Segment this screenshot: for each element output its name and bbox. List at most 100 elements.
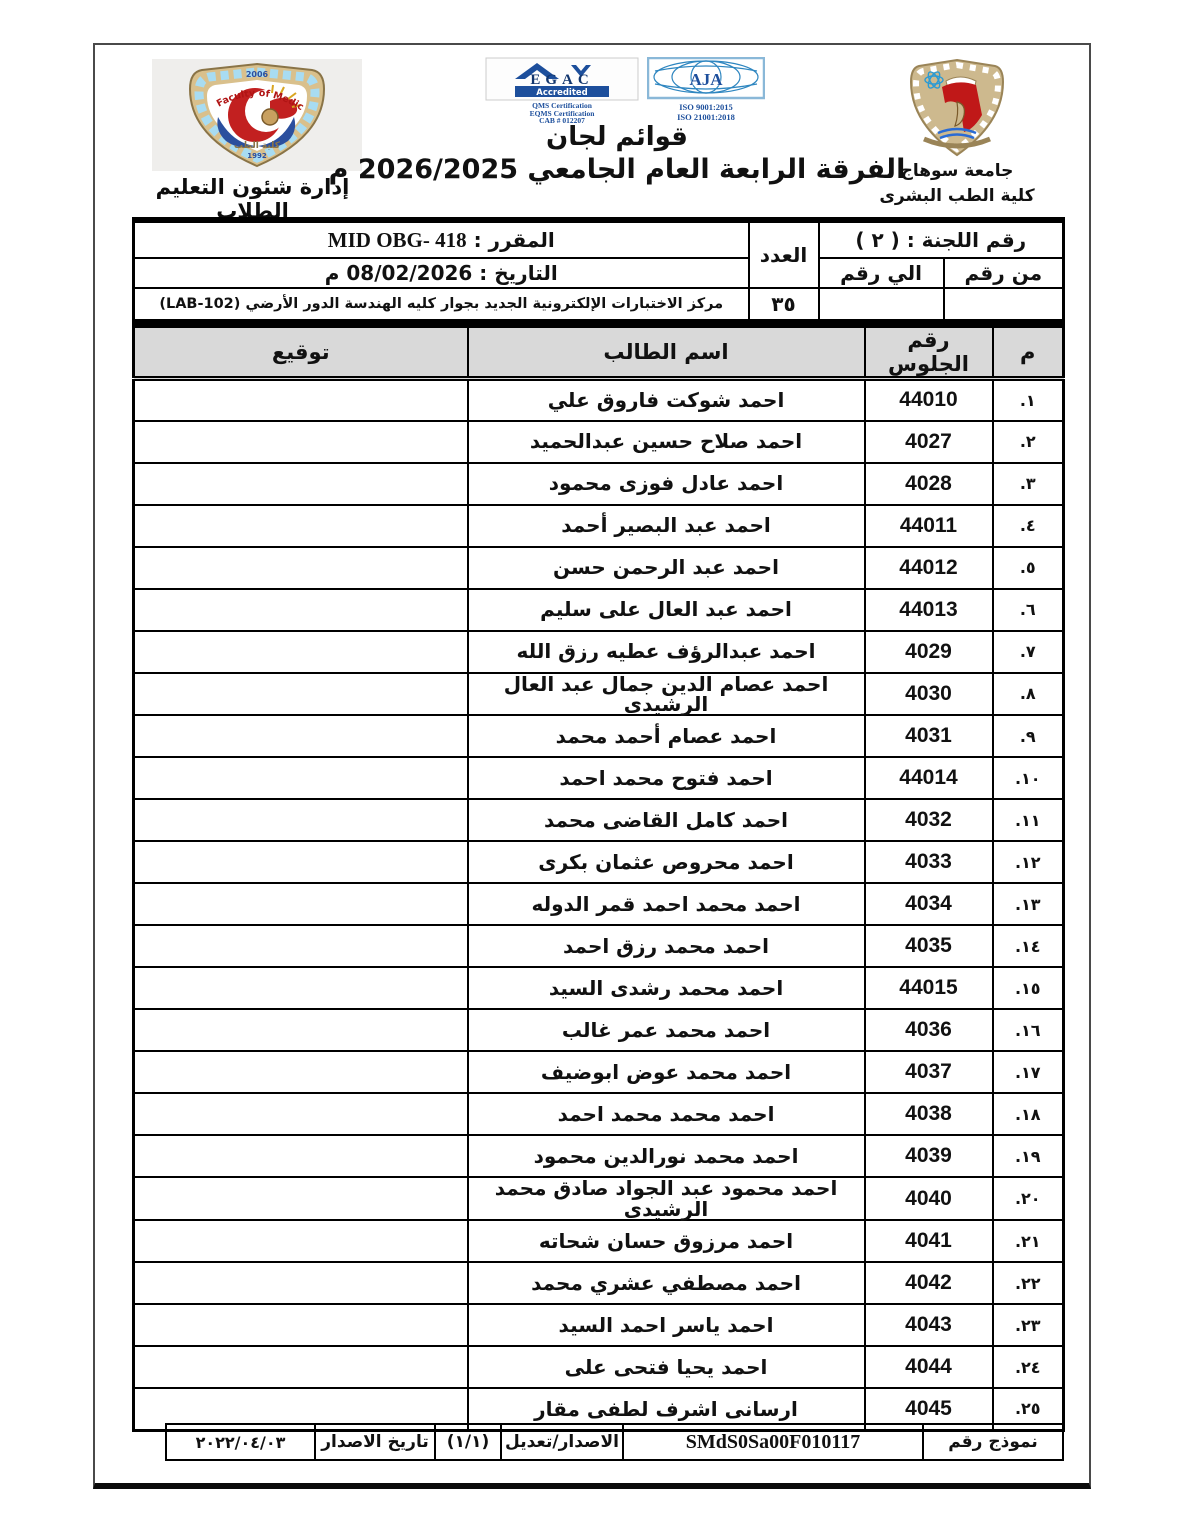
row-signature-cell[interactable] <box>132 882 469 927</box>
row-seat-number: 4032 <box>863 798 994 843</box>
col-header-student-name: اسم الطالب <box>466 324 866 381</box>
row-index: ٢١. <box>991 1219 1065 1264</box>
count-label-cell: العدد <box>747 219 820 289</box>
row-seat-number: 4035 <box>863 924 994 969</box>
row-seat-number: 4042 <box>863 1261 994 1306</box>
table-row: ٧. 4029 احمد عبدالرؤف عطيه رزق الله <box>132 629 1065 674</box>
row-student-name: احمد عادل فوزى محمود <box>466 461 866 506</box>
issue-value: (١/١) <box>434 1423 502 1461</box>
row-seat-number: 44012 <box>863 545 994 590</box>
from-number-value[interactable] <box>942 287 1065 321</box>
footer-table: نموذج رقم SMdS0Sa00F010117 الاصدار/تعديل… <box>165 1423 1064 1461</box>
row-student-name: احمد محمد نورالدين محمود <box>466 1134 866 1179</box>
row-signature-cell[interactable] <box>132 629 469 674</box>
table-row: ٥. 44012 احمد عبد الرحمن حسن <box>132 545 1065 590</box>
row-signature-cell[interactable] <box>132 840 469 885</box>
page-frame: 2006 Faculty of Medicine كلية الطب 1992 … <box>93 43 1091 1489</box>
row-student-name: احمد فتوح محمد احمد <box>466 756 866 801</box>
info-table: رقم اللجنة : ( ٢ ) العدد المقرر : MID OB… <box>132 217 1066 322</box>
col-header-signature: توقيع <box>132 324 469 381</box>
issue-date-label: تاريخ الاصدار <box>314 1423 436 1461</box>
col-header-seat-number: رقم الجلوس <box>863 324 994 381</box>
row-signature-cell[interactable] <box>132 1092 469 1137</box>
row-signature-cell[interactable] <box>132 587 469 632</box>
row-index: ٩. <box>991 714 1065 759</box>
row-index: ٤. <box>991 503 1065 548</box>
table-row: ١٢. 4033 احمد محروص عثمان بكرى <box>132 840 1065 885</box>
row-seat-number: 4044 <box>863 1345 994 1390</box>
row-index: ١. <box>991 377 1065 422</box>
row-index: ٧. <box>991 629 1065 674</box>
title-line1: قوائم لجان <box>546 122 688 152</box>
row-signature-cell[interactable] <box>132 1050 469 1095</box>
table-row: ١٤. 4035 احمد محمد رزق احمد <box>132 924 1065 969</box>
students-table-body: ١. 44010 احمد شوكت فاروق علي ٢. 4027 احم… <box>132 377 1065 1432</box>
to-number-value[interactable] <box>817 287 945 321</box>
row-index: ٢٢. <box>991 1261 1065 1306</box>
row-signature-cell[interactable] <box>132 1008 469 1053</box>
egac-line1: QMS Certification <box>532 101 593 110</box>
document-title: قوائم لجان الفرقة الرابعة العام الجامعي … <box>267 122 967 187</box>
faculty-logo-year-bottom: 1992 <box>247 152 267 160</box>
org-line1: جامعة سوهاج <box>900 161 1014 181</box>
table-row: ٢. 4027 احمد صلاح حسين عبدالحميد <box>132 419 1065 464</box>
row-signature-cell[interactable] <box>132 924 469 969</box>
row-index: ٦. <box>991 587 1065 632</box>
row-index: ١٦. <box>991 1008 1065 1053</box>
faculty-logo-bottom-text: كلية الطب <box>234 141 281 151</box>
row-student-name: احمد يحيا فتحى على <box>466 1345 866 1390</box>
row-signature-cell[interactable] <box>132 966 469 1011</box>
row-signature-cell[interactable] <box>132 419 469 464</box>
table-row: ٨. 4030 احمد عصام الدين جمال عبد العال ا… <box>132 671 1065 717</box>
row-seat-number: 4033 <box>863 840 994 885</box>
course-label: المقرر : <box>473 227 555 252</box>
exam-location-code: (LAB-102) <box>159 295 241 312</box>
row-student-name: احمد عبد العال على سليم <box>466 587 866 632</box>
row-signature-cell[interactable] <box>132 503 469 548</box>
table-row: ١٦. 4036 احمد محمد عمر غالب <box>132 1008 1065 1053</box>
row-signature-cell[interactable] <box>132 545 469 590</box>
atom-icon <box>924 71 944 89</box>
row-signature-cell[interactable] <box>132 461 469 506</box>
row-signature-cell[interactable] <box>132 798 469 843</box>
row-seat-number: 4039 <box>863 1134 994 1179</box>
row-student-name: احمد شوكت فاروق علي <box>466 377 866 422</box>
row-index: ٨. <box>991 671 1065 717</box>
row-seat-number: 4027 <box>863 419 994 464</box>
aja-iso-logo: AJA ISO 9001:2015 ISO 21001:2018 <box>646 56 766 123</box>
table-row: ١١. 4032 احمد كامل القاضى محمد <box>132 798 1065 843</box>
row-student-name: احمد محمد عمر غالب <box>466 1008 866 1053</box>
egac-name: EGAC <box>530 72 593 88</box>
row-signature-cell[interactable] <box>132 671 469 717</box>
exam-date-cell: التاريخ : 08/02/2026 م <box>132 257 750 289</box>
book-icon <box>937 127 977 140</box>
row-seat-number: 4040 <box>863 1176 994 1222</box>
row-student-name: احمد مرزوق حسان شحاته <box>466 1219 866 1264</box>
row-student-name: احمد محمد محمد احمد <box>466 1092 866 1137</box>
row-signature-cell[interactable] <box>132 1176 469 1222</box>
row-signature-cell[interactable] <box>132 1219 469 1264</box>
row-signature-cell[interactable] <box>132 377 469 422</box>
row-student-name: احمد محروص عثمان بكرى <box>466 840 866 885</box>
row-index: ٢٠. <box>991 1176 1065 1222</box>
row-signature-cell[interactable] <box>132 756 469 801</box>
row-signature-cell[interactable] <box>132 1261 469 1306</box>
row-signature-cell[interactable] <box>132 1134 469 1179</box>
aja-line2: ISO 21001:2018 <box>677 112 735 122</box>
from-number-header: من رقم <box>942 257 1065 289</box>
row-index: ١٧. <box>991 1050 1065 1095</box>
row-seat-number: 4036 <box>863 1008 994 1053</box>
row-signature-cell[interactable] <box>132 1345 469 1390</box>
row-signature-cell[interactable] <box>132 714 469 759</box>
committee-number-cell: رقم اللجنة : ( ٢ ) <box>817 219 1065 259</box>
pharaoh-emblem <box>942 76 982 132</box>
table-row: ٣. 4028 احمد عادل فوزى محمود <box>132 461 1065 506</box>
egac-accreditation-logo: EGAC Accredited QMS Certification EQMS C… <box>485 57 639 125</box>
form-number-code: SMdS0Sa00F010117 <box>622 1423 924 1461</box>
row-seat-number: 4030 <box>863 671 994 717</box>
row-seat-number: 4028 <box>863 461 994 506</box>
egac-accredited-label: Accredited <box>536 88 588 98</box>
organization-name: جامعة سوهاج كلية الطب البشرى <box>872 159 1042 208</box>
row-signature-cell[interactable] <box>132 1303 469 1348</box>
